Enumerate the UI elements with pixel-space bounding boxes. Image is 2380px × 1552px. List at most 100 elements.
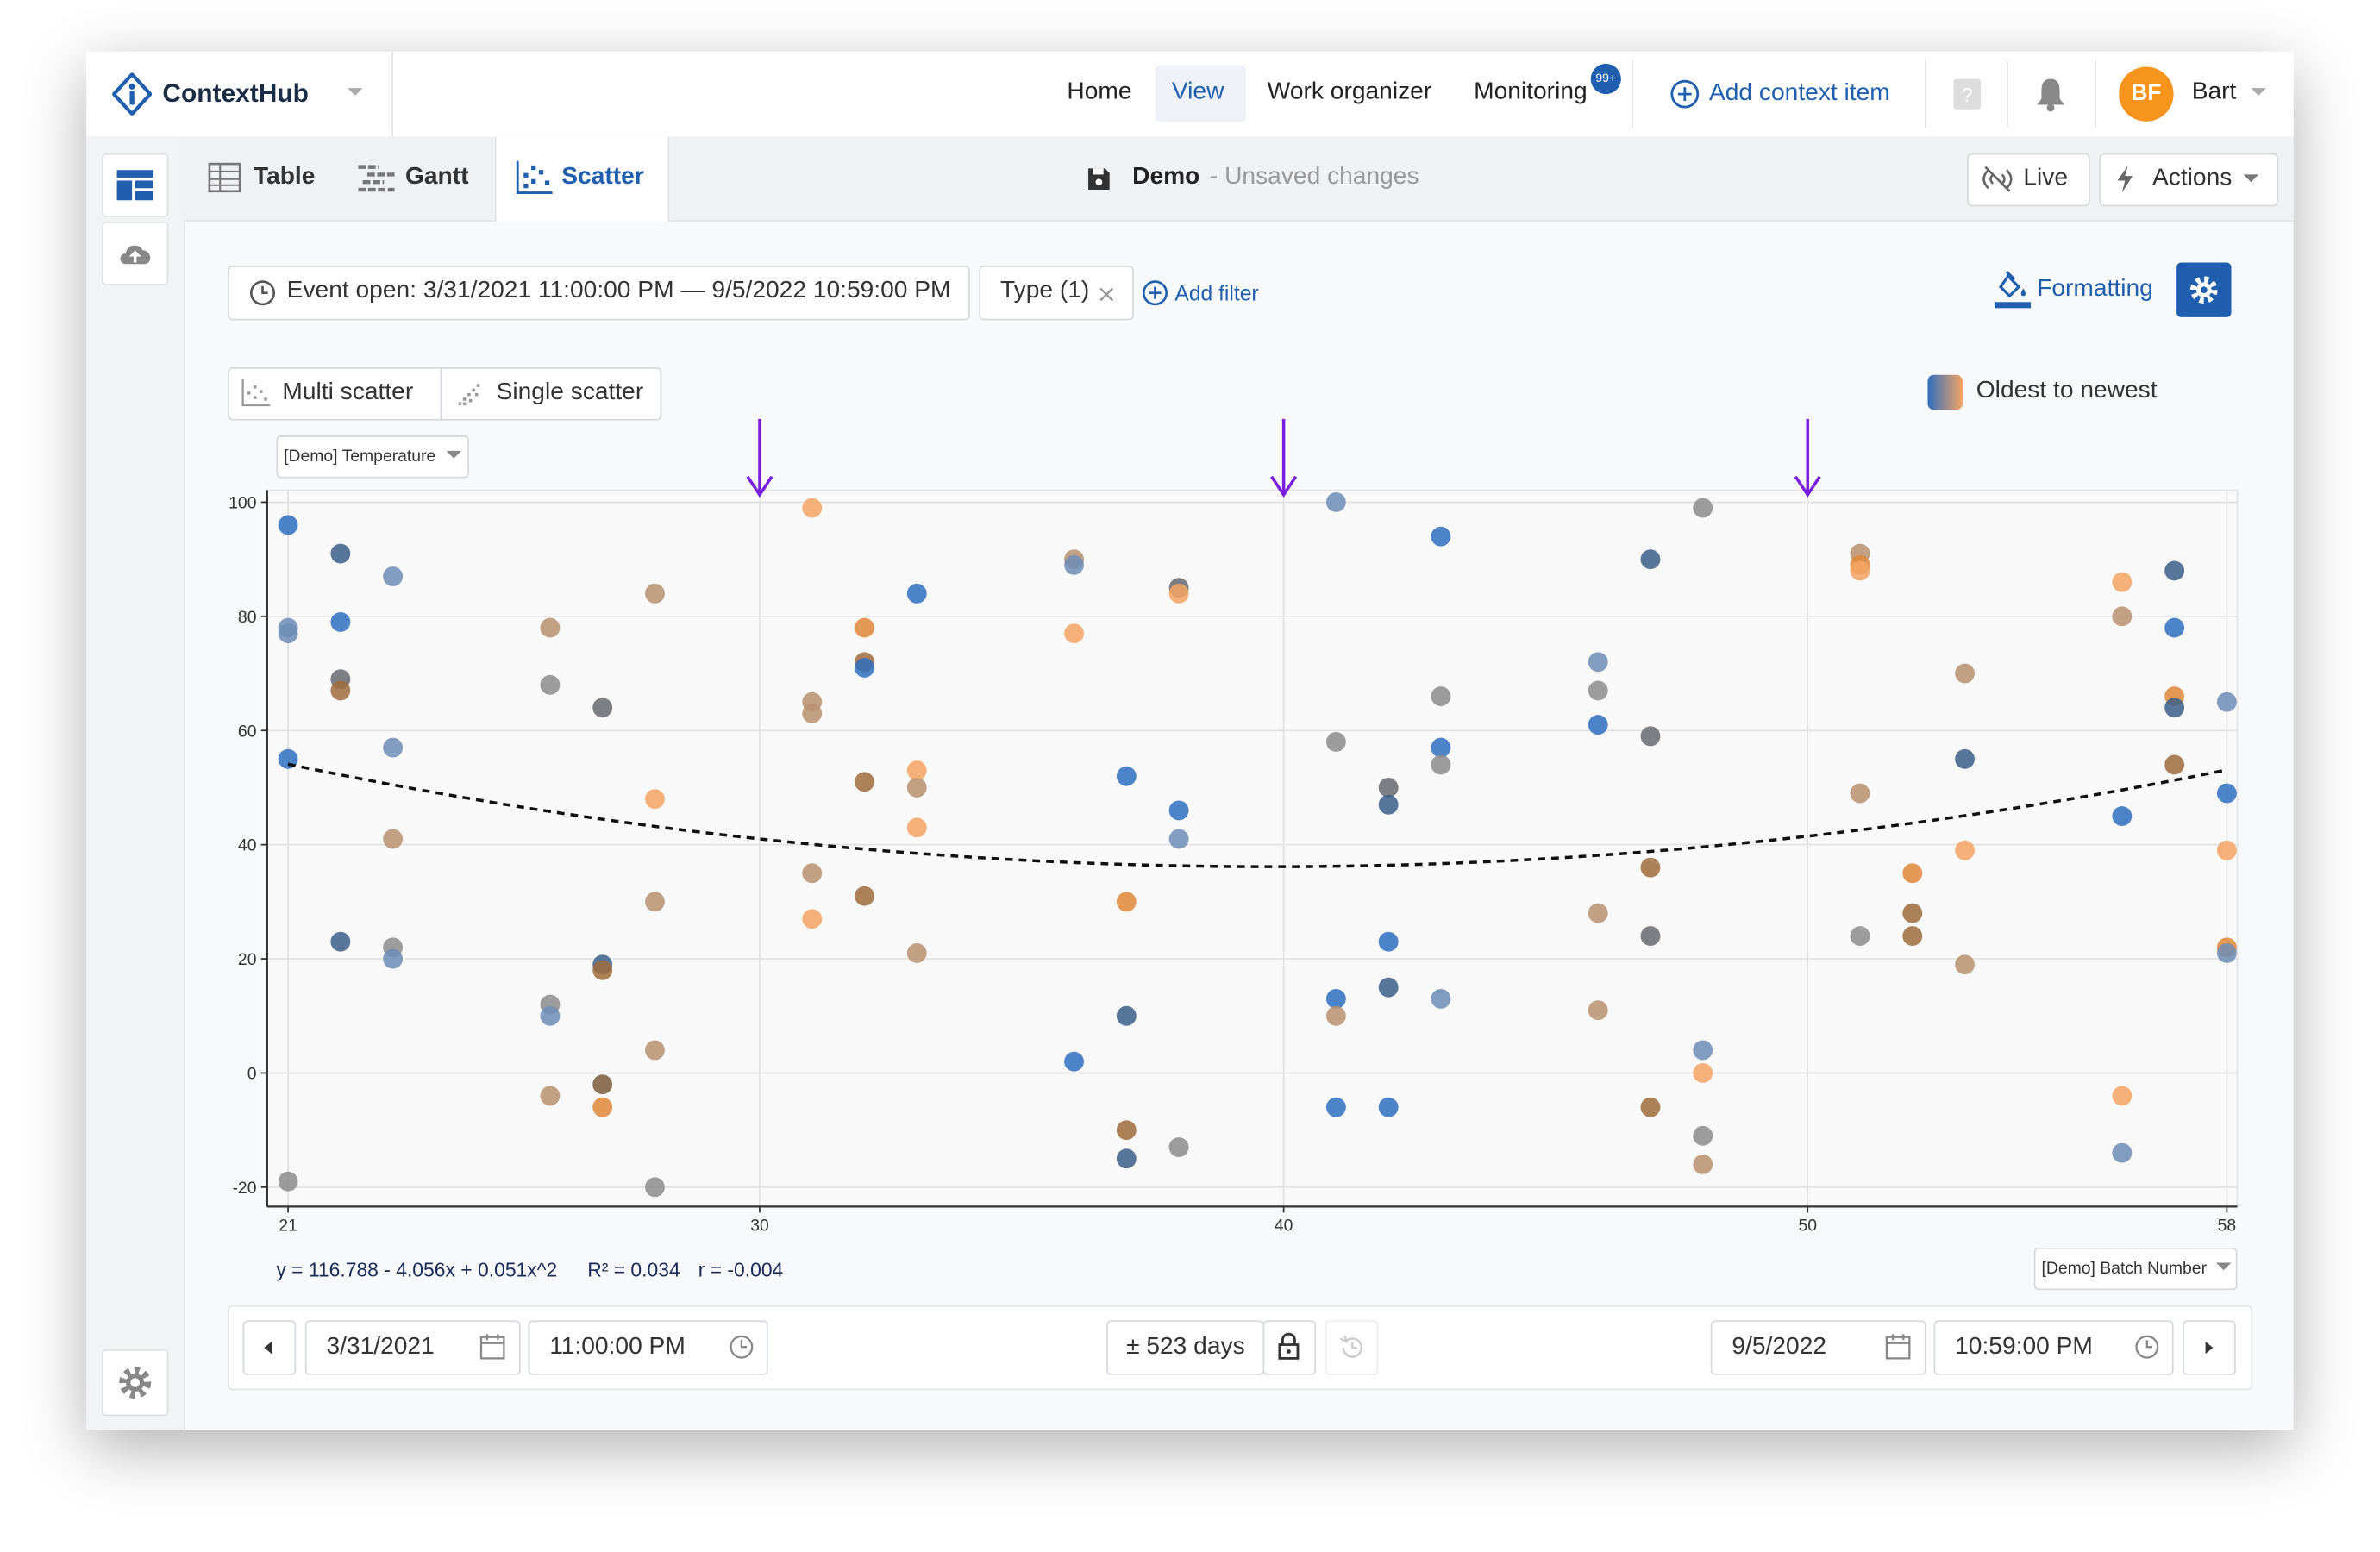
point [592, 960, 613, 980]
point [2112, 806, 2133, 826]
bolt-icon [2117, 165, 2133, 193]
lock-button[interactable] [1262, 1320, 1317, 1375]
point [1168, 829, 1189, 849]
point [855, 886, 874, 906]
correlation: r = -0.004 [698, 1258, 784, 1281]
live-button[interactable] [1967, 153, 2090, 207]
point [1325, 732, 1346, 752]
bell-icon[interactable] [2034, 76, 2068, 112]
filter-label: Type (1) [999, 278, 1090, 304]
x-tick-label: 58 [2218, 1217, 2237, 1236]
point [2164, 560, 2185, 581]
add-filter-icon [1142, 280, 1168, 306]
end-time[interactable] [1933, 1320, 2174, 1375]
point [1325, 1097, 1346, 1117]
point [802, 863, 823, 884]
start-date-label: 3/31/2021 [326, 1334, 435, 1361]
y-selector[interactable] [276, 435, 469, 479]
clock-icon [249, 280, 276, 306]
point [1640, 926, 1661, 947]
point [1640, 1097, 1661, 1117]
point [645, 583, 665, 604]
caret[interactable] [2250, 86, 2268, 98]
help-icon[interactable]: ? [1952, 78, 1982, 111]
x-tick-label: 30 [750, 1217, 769, 1236]
tab[interactable]: Table [253, 164, 316, 191]
formatting[interactable]: Formatting [2037, 276, 2153, 303]
point [1955, 954, 1976, 975]
end-date[interactable] [1710, 1320, 1926, 1375]
x-selector[interactable] [2033, 1247, 2238, 1291]
point [1431, 754, 1451, 775]
y-selector-label: [Demo] Temperature [284, 447, 436, 466]
view-name: Demo [1132, 164, 1200, 191]
tab[interactable]: Gantt [404, 164, 469, 191]
point [2164, 698, 2185, 718]
point [1640, 726, 1661, 747]
nav-item[interactable]: View [1171, 78, 1224, 105]
view-status: - Unsaved changes [1209, 164, 1419, 191]
equation: y = 116.788 - 4.056x + 0.051x^2 [276, 1258, 558, 1281]
caret[interactable] [346, 86, 364, 98]
filter-label: Event open: 3/31/2021 11:00:00 PM — 9/5/… [286, 278, 951, 304]
start-time[interactable] [528, 1320, 768, 1375]
brand: ContextHub [162, 78, 309, 108]
point [1064, 623, 1085, 644]
point [802, 909, 823, 929]
divider [1632, 60, 1633, 128]
point [592, 698, 613, 718]
point [540, 1005, 561, 1026]
svg-text:?: ? [1962, 84, 1973, 106]
user-name[interactable]: Bart [2191, 78, 2237, 105]
point [383, 566, 404, 586]
point [278, 515, 298, 535]
nav-item[interactable]: Home [1067, 78, 1132, 105]
point [592, 1097, 613, 1117]
point [1902, 863, 1923, 884]
point [2216, 783, 2237, 804]
point [592, 1074, 613, 1095]
point [1850, 783, 1870, 804]
point [1588, 680, 1608, 701]
y-tick-label: 80 [238, 608, 257, 627]
point [802, 703, 823, 723]
y-tick-label: 40 [238, 836, 257, 855]
live-icon [1982, 166, 2013, 192]
avatar[interactable]: BF [2119, 66, 2174, 122]
point [330, 931, 351, 952]
caret [2243, 174, 2259, 183]
span-label: ± 523 days [1126, 1334, 1245, 1361]
point [1325, 492, 1346, 512]
point [278, 1171, 298, 1192]
x-selector-label: [Demo] Batch Number [2041, 1259, 2208, 1279]
start-date[interactable] [304, 1320, 521, 1375]
trendline [287, 762, 2227, 868]
add-icon [1670, 79, 1700, 109]
filter-pill[interactable] [228, 266, 970, 321]
nav-item[interactable]: Monitoring [1474, 78, 1588, 105]
point [906, 778, 927, 798]
point [1588, 903, 1608, 923]
color-legend: Oldest to newest [1976, 378, 2158, 404]
point [1116, 1005, 1137, 1026]
nav-item[interactable]: Work organizer [1267, 78, 1432, 105]
divider [2006, 60, 2008, 128]
point [2112, 1142, 2133, 1163]
live-label: Live [2023, 165, 2069, 191]
marker-arrow [746, 418, 774, 498]
add-filter[interactable]: Add filter [1174, 280, 1259, 305]
point [1116, 892, 1137, 912]
tab[interactable]: Scatter [561, 164, 644, 191]
next-icon [2205, 1342, 2214, 1355]
point [645, 1040, 665, 1061]
point [1325, 1005, 1346, 1026]
gear-icon [2189, 276, 2218, 304]
multi-scatter-icon [241, 379, 271, 407]
cloud-icon [120, 245, 151, 265]
add-context-item[interactable]: Add context item [1708, 80, 1890, 107]
calendar-icon [479, 1334, 505, 1360]
sidebar-active[interactable] [101, 153, 169, 217]
close-icon[interactable] [1099, 287, 1114, 303]
point [1588, 715, 1608, 735]
save-icon [1088, 168, 1110, 191]
